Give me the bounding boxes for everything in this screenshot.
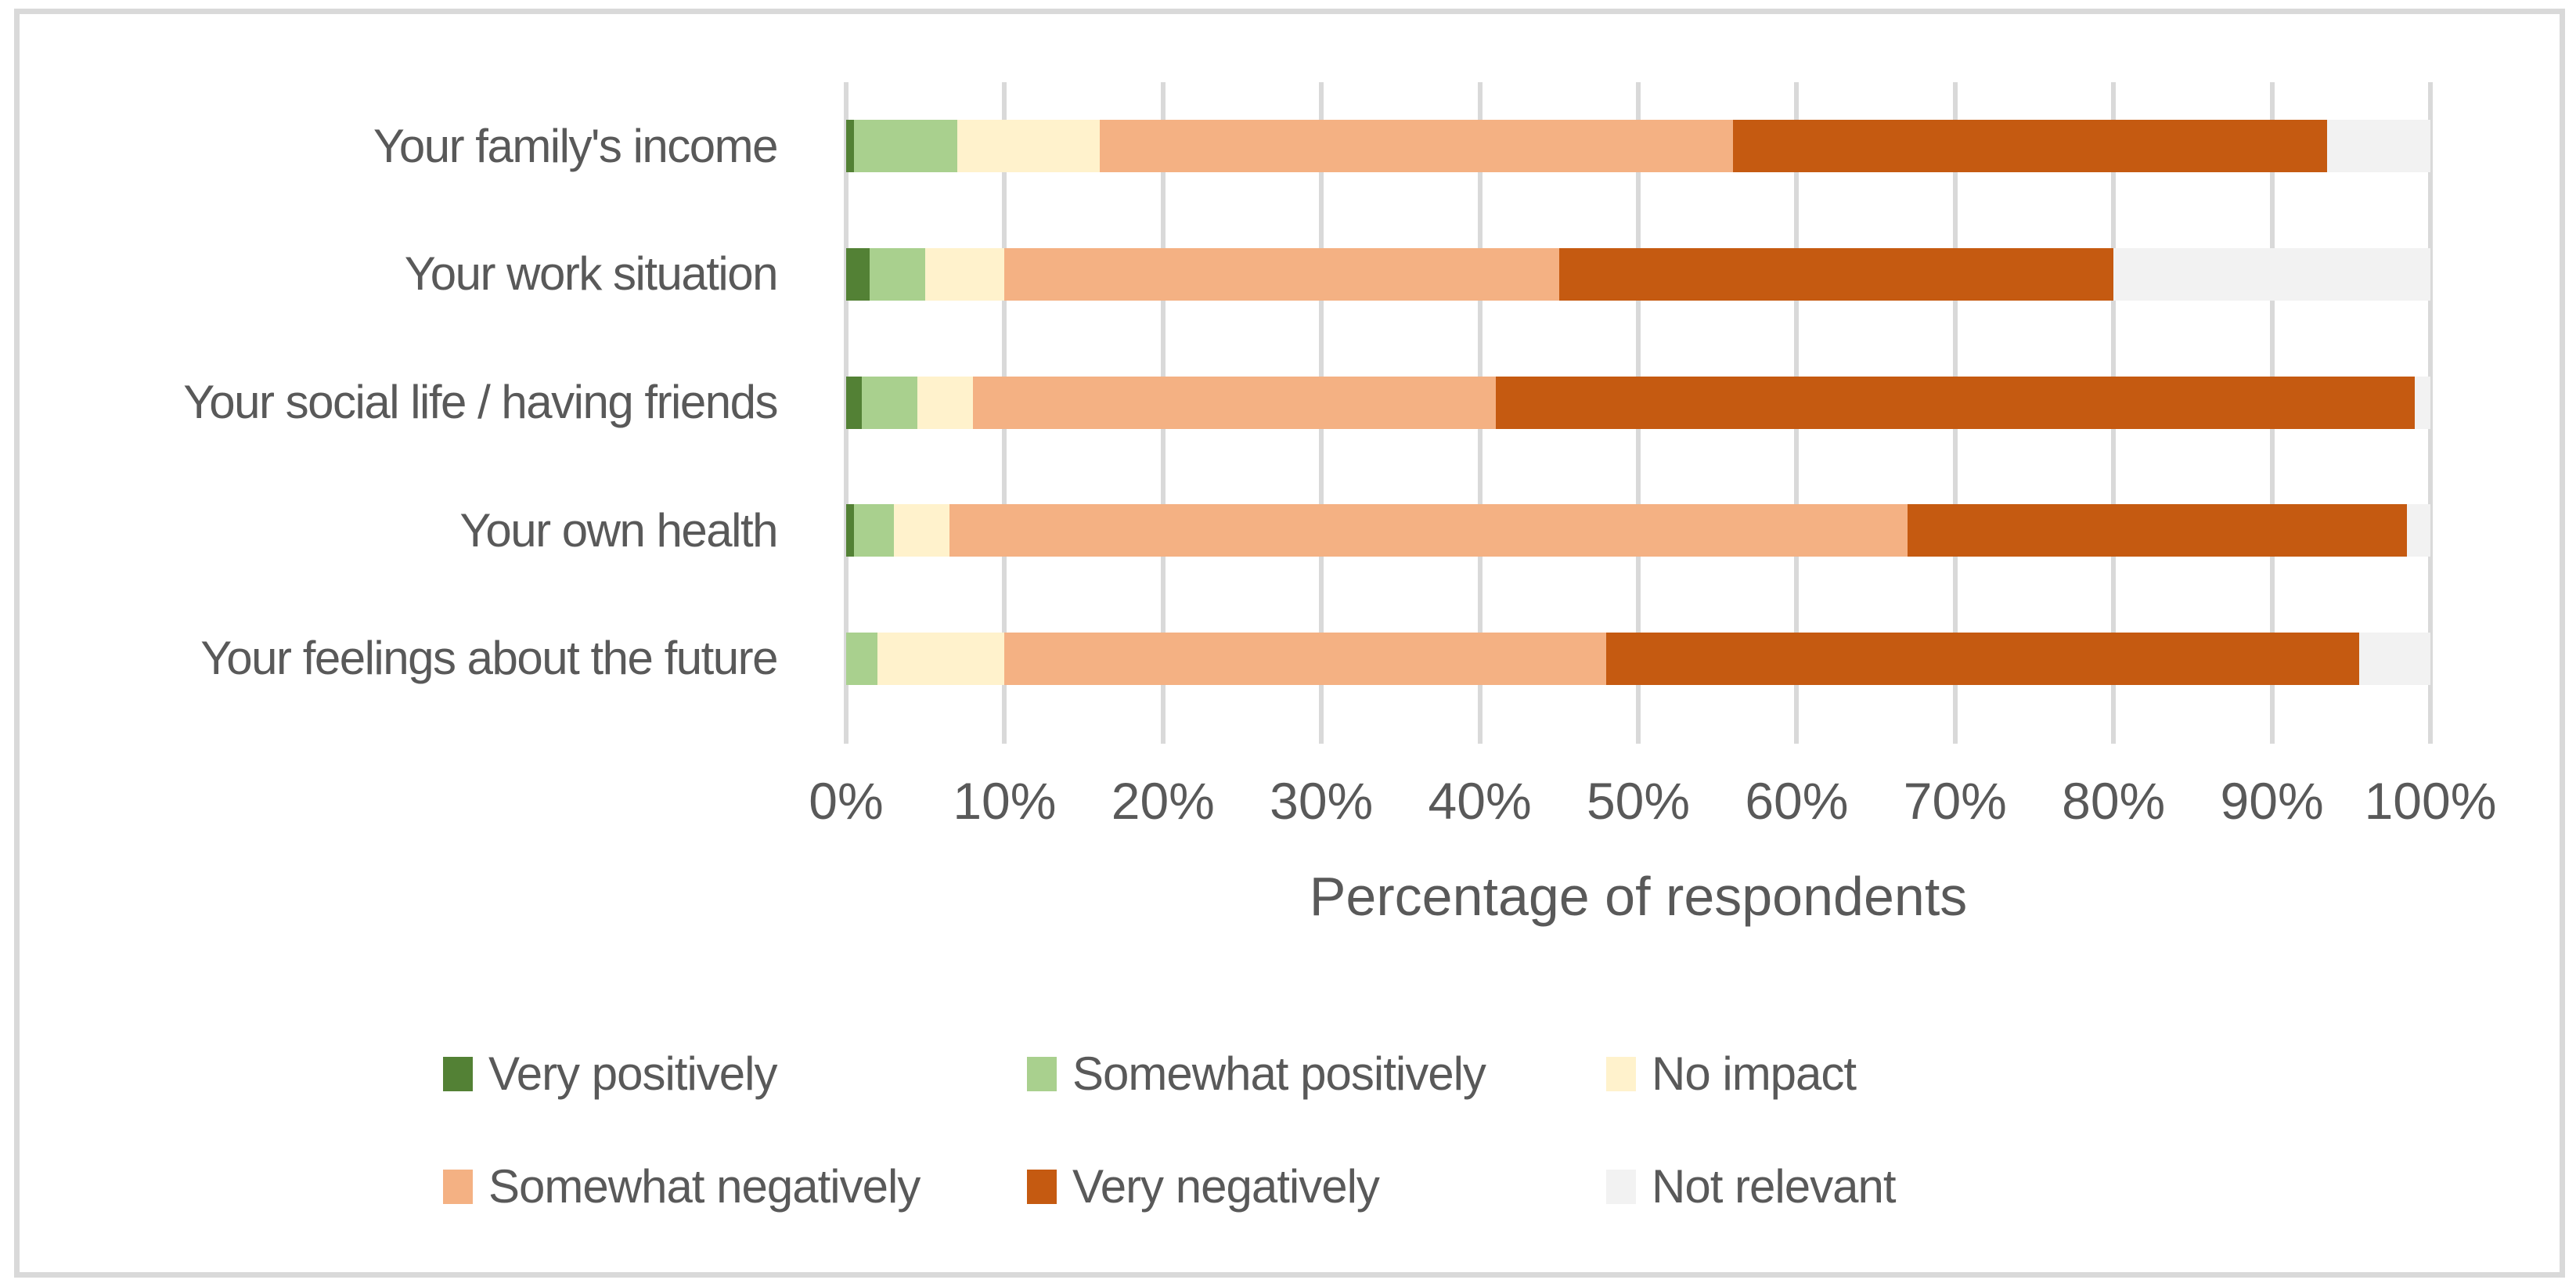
bar-segment [846,376,863,429]
x-tick-label: 40% [1428,772,1532,830]
legend-item: No impact [1606,1051,1857,1098]
x-tick-label: 10% [953,772,1057,830]
bar-segment [870,247,926,301]
category-label: Your family's income [373,119,779,172]
legend-label: Somewhat negatively [488,1160,921,1213]
legend-item: Very negatively [1027,1163,1380,1210]
x-tick-label: 20% [1111,772,1215,830]
legend-label: Somewhat positively [1072,1047,1486,1100]
legend-swatch [1027,1057,1057,1091]
bar-segment [1606,632,2359,685]
bar-segment [1558,247,2114,301]
bar-segment [2358,632,2430,685]
stacked-bar [846,504,2430,557]
x-tick-label: 100% [2364,772,2497,830]
legend-label: Very negatively [1072,1160,1380,1213]
legend-swatch [1606,1057,1636,1091]
legend-item: Somewhat positively [1027,1051,1486,1098]
legend-label: Not relevant [1652,1160,1896,1213]
bar-segment [925,247,1005,301]
legend-item: Not relevant [1606,1163,1896,1210]
bar-segment [2406,504,2430,557]
bar-segment [846,120,855,173]
bar-segment [972,376,1496,429]
x-tick-label: 30% [1270,772,1374,830]
bar-segment [854,120,957,173]
stacked-bar [846,632,2430,685]
bar-segment [2327,120,2430,173]
bar-segment [1099,120,1734,173]
bar-segment [2113,247,2430,301]
legend-swatch [443,1057,473,1091]
legend-label: No impact [1652,1047,1857,1100]
bar-segment [846,504,855,557]
bar-segment [1004,247,1559,301]
x-axis-title: Percentage of respondents [1309,866,1968,927]
x-tick-label: 60% [1745,772,1849,830]
stacked-bar [846,376,2430,429]
x-tick-label: 90% [2220,772,2324,830]
gridline [2428,82,2433,744]
legend-item: Very positively [443,1051,777,1098]
x-tick-label: 50% [1586,772,1691,830]
bar-segment [862,376,918,429]
x-tick-label: 80% [2062,772,2166,830]
category-label: Your work situation [404,247,779,301]
legend-item: Somewhat negatively [443,1163,921,1210]
stacked-bar [846,247,2430,301]
bar-segment [846,632,878,685]
bar-segment [854,504,894,557]
legend-swatch [1606,1170,1636,1204]
plot-area [844,82,2433,744]
x-tick-label: 70% [1903,772,2007,830]
bar-segment [1004,632,1607,685]
bar-segment [1495,376,2415,429]
legend-label: Very positively [488,1047,777,1100]
legend-swatch [443,1170,473,1204]
bar-segment [893,504,949,557]
bar-segment [917,376,973,429]
category-label: Your own health [459,503,778,557]
bar-segment [877,632,1005,685]
bar-segment [846,247,870,301]
x-tick-label: 0% [809,772,884,830]
stacked-bar [846,120,2430,173]
legend-swatch [1027,1170,1057,1204]
bar-segment [2414,376,2430,429]
bar-segment [1733,120,2328,173]
bar-segment [1908,504,2407,557]
bar-segment [957,120,1100,173]
category-label: Your feelings about the future [200,632,778,685]
category-label: Your social life / having friends [183,376,778,428]
bar-segment [949,504,1908,557]
